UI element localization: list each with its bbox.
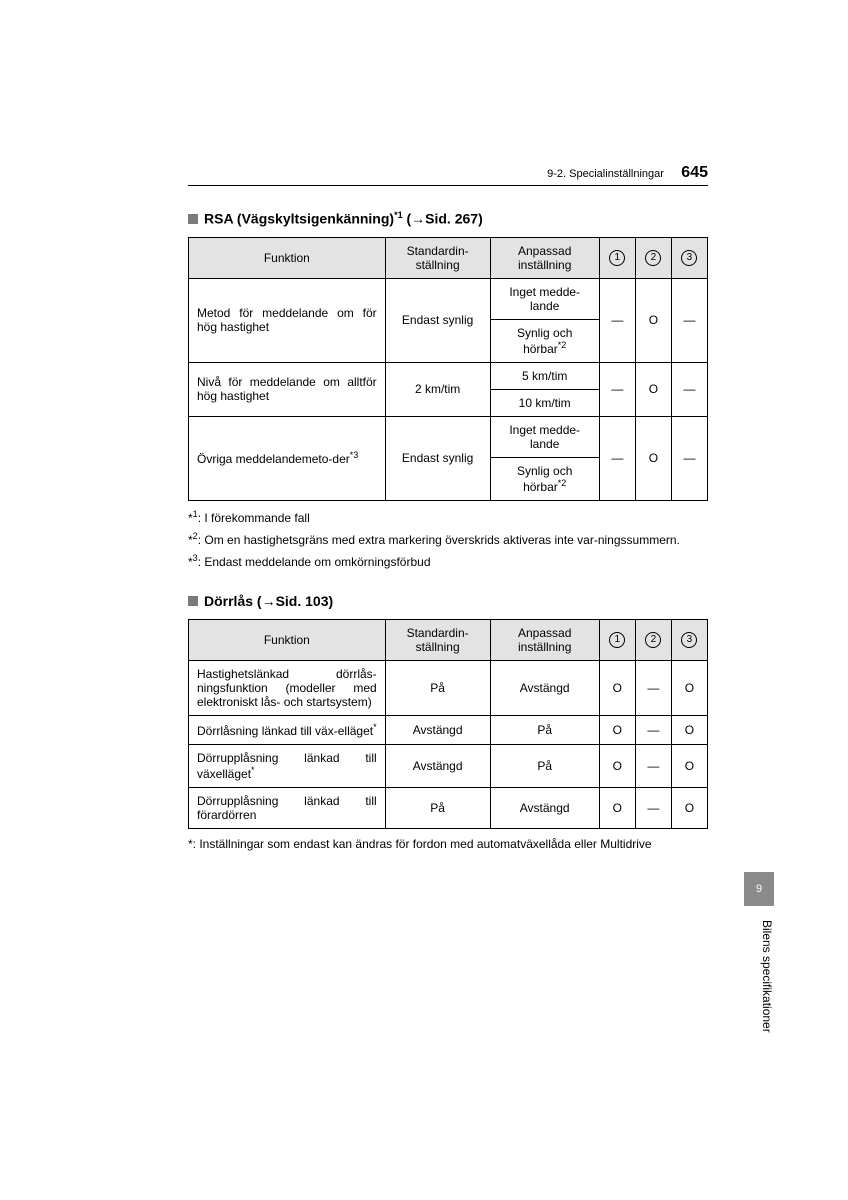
cell-function: Dörrlåsning länkad till väx-elläget*: [189, 715, 386, 744]
cell-c2: —: [635, 744, 671, 787]
cell-c1: O: [599, 715, 635, 744]
cell-custom: Inget medde-lande: [490, 278, 599, 319]
col-standard: Standardin-ställning: [385, 619, 490, 660]
table-row: Hastighetslänkad dörrlås-ningsfunktion (…: [189, 660, 708, 715]
cell-custom: Synlig och hörbar*2: [490, 319, 599, 362]
cell-standard: Avstängd: [385, 744, 490, 787]
cell-function: Metod för meddelande om för hög hastighe…: [189, 278, 386, 362]
section2-table: Funktion Standardin-ställning Anpassad i…: [188, 619, 708, 829]
col-1: 1: [599, 619, 635, 660]
cell-c3: O: [671, 787, 707, 828]
cell-standard: Endast synlig: [385, 416, 490, 500]
table-row: Övriga meddelandemeto-der*3 Endast synli…: [189, 416, 708, 457]
chapter-tab: 9: [744, 872, 774, 906]
cell-c1: —: [599, 416, 635, 500]
table-header-row: Funktion Standardin-ställning Anpassad i…: [189, 619, 708, 660]
cell-c1: —: [599, 362, 635, 416]
cell-standard: 2 km/tim: [385, 362, 490, 416]
footnote: *: Inställningar som endast kan ändras f…: [188, 837, 708, 851]
col-function: Funktion: [189, 619, 386, 660]
cell-function: Övriga meddelandemeto-der*3: [189, 416, 386, 500]
section2-heading: Dörrlås (→Sid. 103): [188, 593, 708, 609]
cell-function: Nivå för meddelande om alltför hög hasti…: [189, 362, 386, 416]
cell-custom: 10 km/tim: [490, 389, 599, 416]
cell-function: Dörrupplåsning länkad till växelläget*: [189, 744, 386, 787]
table-row: Nivå för meddelande om alltför hög hasti…: [189, 362, 708, 389]
cell-standard: På: [385, 660, 490, 715]
cell-function: Dörrupplåsning länkad till förardörren: [189, 787, 386, 828]
section1-title: RSA (Vägskyltsigenkänning): [204, 211, 394, 227]
section2-footnotes: *: Inställningar som endast kan ändras f…: [188, 837, 708, 851]
table-row: Metod för meddelande om för hög hastighe…: [189, 278, 708, 319]
page-content: 9-2. Specialinställningar 645 RSA (Vägsk…: [0, 0, 848, 851]
cell-c1: —: [599, 278, 635, 362]
cell-custom: På: [490, 744, 599, 787]
cell-custom: Avstängd: [490, 660, 599, 715]
cell-c3: —: [671, 362, 707, 416]
footnote: *2: Om en hastighetsgräns med extra mark…: [188, 531, 708, 547]
cell-c2: —: [635, 787, 671, 828]
section1-heading: RSA (Vägskyltsigenkänning)*1 (→Sid. 267): [188, 210, 708, 227]
col-function: Funktion: [189, 237, 386, 278]
table-row: Dörrupplåsning länkad till förardörren P…: [189, 787, 708, 828]
section1-title-super: *1: [394, 210, 403, 220]
page-number: 645: [681, 164, 708, 181]
section1-title-ref: (→Sid. 267): [403, 211, 483, 227]
cell-c2: —: [635, 715, 671, 744]
cell-c1: O: [599, 744, 635, 787]
cell-c3: O: [671, 715, 707, 744]
cell-standard: Endast synlig: [385, 278, 490, 362]
cell-c3: —: [671, 278, 707, 362]
cell-c1: O: [599, 787, 635, 828]
cell-custom: Inget medde-lande: [490, 416, 599, 457]
cell-custom: 5 km/tim: [490, 362, 599, 389]
cell-c2: O: [635, 278, 671, 362]
header-rule: 9-2. Specialinställningar 645: [188, 185, 708, 186]
col-2: 2: [635, 619, 671, 660]
chapter-number: 9: [756, 883, 762, 895]
col-custom: Anpassad inställning: [490, 237, 599, 278]
col-1: 1: [599, 237, 635, 278]
section2-title: Dörrlås (→Sid. 103): [204, 593, 333, 609]
cell-c1: O: [599, 660, 635, 715]
section1-footnotes: *1: I förekommande fall *2: Om en hastig…: [188, 509, 708, 569]
section-label: 9-2. Specialinställningar: [547, 168, 664, 180]
cell-c3: O: [671, 660, 707, 715]
square-bullet-icon: [188, 596, 198, 606]
col-3: 3: [671, 619, 707, 660]
footnote: *3: Endast meddelande om omkörningsförbu…: [188, 553, 708, 569]
cell-function: Hastighetslänkad dörrlås-ningsfunktion (…: [189, 660, 386, 715]
cell-standard: Avstängd: [385, 715, 490, 744]
cell-c2: O: [635, 416, 671, 500]
cell-c3: —: [671, 416, 707, 500]
col-standard: Standardin-ställning: [385, 237, 490, 278]
cell-c3: O: [671, 744, 707, 787]
table-row: Dörrlåsning länkad till väx-elläget* Avs…: [189, 715, 708, 744]
page-header: 9-2. Specialinställningar 645: [547, 164, 708, 182]
col-3: 3: [671, 237, 707, 278]
chapter-label: Bilens specifikationer: [744, 920, 774, 1033]
col-custom: Anpassad inställning: [490, 619, 599, 660]
section1-table: Funktion Standardin-ställning Anpassad i…: [188, 237, 708, 501]
cell-c2: —: [635, 660, 671, 715]
cell-standard: På: [385, 787, 490, 828]
cell-custom: Synlig och hörbar*2: [490, 457, 599, 500]
table-row: Dörrupplåsning länkad till växelläget* A…: [189, 744, 708, 787]
cell-custom: På: [490, 715, 599, 744]
cell-custom: Avstängd: [490, 787, 599, 828]
square-bullet-icon: [188, 214, 198, 224]
col-2: 2: [635, 237, 671, 278]
cell-c2: O: [635, 362, 671, 416]
footnote: *1: I förekommande fall: [188, 509, 708, 525]
table-header-row: Funktion Standardin-ställning Anpassad i…: [189, 237, 708, 278]
